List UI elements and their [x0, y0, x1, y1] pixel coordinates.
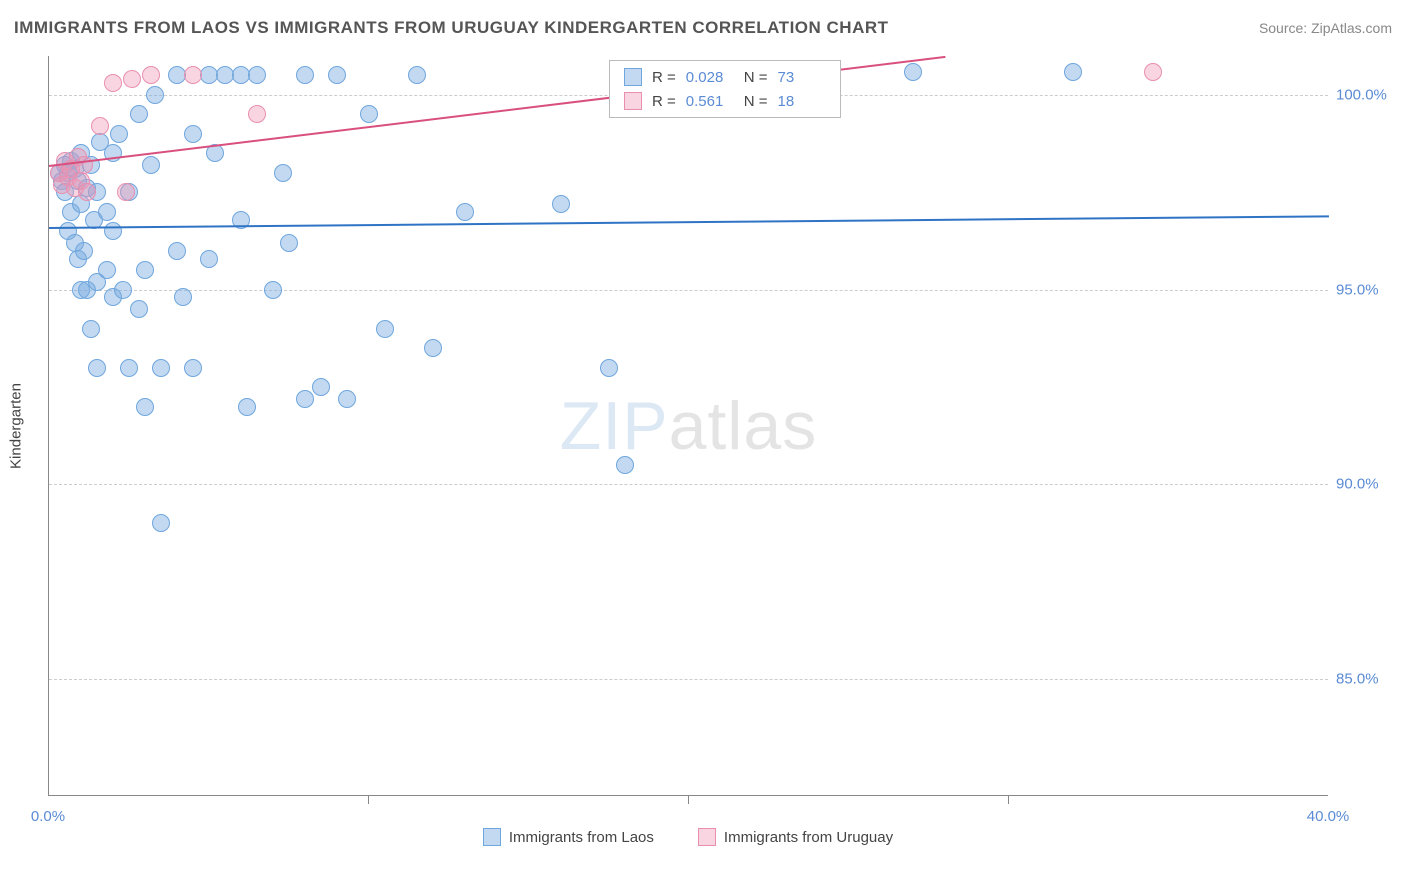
data-point-uruguay [78, 183, 96, 201]
data-point-laos [75, 242, 93, 260]
data-point-laos [338, 390, 356, 408]
watermark: ZIPatlas [560, 387, 817, 465]
plot-wrap: Kindergarten ZIPatlas R = 0.028N = 73R =… [48, 56, 1368, 796]
data-point-laos [456, 203, 474, 221]
n-label: N = [744, 69, 768, 86]
data-point-laos [130, 300, 148, 318]
r-label: R = [652, 69, 676, 86]
r-value: 0.561 [686, 93, 734, 110]
y-axis-label: Kindergarten [8, 383, 25, 469]
data-point-laos [114, 281, 132, 299]
n-label: N = [744, 93, 768, 110]
swatch-uruguay [698, 828, 716, 846]
data-point-uruguay [104, 74, 122, 92]
data-point-laos [136, 398, 154, 416]
data-point-laos [152, 359, 170, 377]
data-point-laos [312, 378, 330, 396]
data-point-uruguay [248, 105, 266, 123]
x-tick-label: 40.0% [1307, 808, 1350, 825]
y-tick-label: 85.0% [1336, 671, 1379, 688]
x-tick-mark [688, 796, 689, 804]
data-point-uruguay [117, 183, 135, 201]
y-tick-label: 90.0% [1336, 476, 1379, 493]
data-point-laos [408, 66, 426, 84]
watermark-atlas: atlas [669, 388, 818, 464]
data-point-laos [82, 320, 100, 338]
data-point-laos [1064, 63, 1082, 81]
gridline-h [49, 679, 1328, 680]
data-point-laos [600, 359, 618, 377]
y-tick-label: 100.0% [1336, 86, 1387, 103]
chart-title: IMMIGRANTS FROM LAOS VS IMMIGRANTS FROM … [14, 18, 889, 38]
data-point-laos [274, 164, 292, 182]
data-point-laos [104, 222, 122, 240]
data-point-uruguay [142, 66, 160, 84]
data-point-laos [136, 261, 154, 279]
swatch-uruguay [624, 92, 642, 110]
data-point-laos [152, 514, 170, 532]
data-point-laos [296, 66, 314, 84]
plot-area: ZIPatlas R = 0.028 N = 73 R = 0.561 N = 18 [48, 56, 1328, 796]
gridline-h [49, 484, 1328, 485]
data-point-laos [238, 398, 256, 416]
stats-legend-row-laos: R = 0.028 N = 73 [610, 65, 840, 89]
legend-label: Immigrants from Uruguay [724, 829, 893, 846]
data-point-laos [264, 281, 282, 299]
data-point-uruguay [91, 117, 109, 135]
gridline-h [49, 290, 1328, 291]
watermark-zip: ZIP [560, 388, 669, 464]
data-point-uruguay [75, 156, 93, 174]
y-tick-label: 95.0% [1336, 281, 1379, 298]
data-point-laos [168, 242, 186, 260]
source-name: ZipAtlas.com [1311, 20, 1392, 36]
data-point-laos [376, 320, 394, 338]
data-point-laos [110, 125, 128, 143]
data-point-laos [296, 390, 314, 408]
data-point-laos [616, 456, 634, 474]
legend-label: Immigrants from Laos [509, 829, 654, 846]
data-point-laos [360, 105, 378, 123]
data-point-laos [200, 250, 218, 268]
data-point-laos [146, 86, 164, 104]
x-tick-mark [368, 796, 369, 804]
x-tick-mark [1008, 796, 1009, 804]
source-label: Source: [1259, 20, 1311, 36]
data-point-uruguay [123, 70, 141, 88]
swatch-laos [483, 828, 501, 846]
n-value: 18 [778, 93, 826, 110]
data-point-laos [98, 261, 116, 279]
data-point-laos [328, 66, 346, 84]
stats-legend-row-uruguay: R = 0.561 N = 18 [610, 89, 840, 113]
data-point-laos [280, 234, 298, 252]
data-point-laos [184, 359, 202, 377]
bottom-legend: Immigrants from Laos Immigrants from Urug… [48, 828, 1328, 846]
r-label: R = [652, 93, 676, 110]
legend-item-laos: Immigrants from Laos [483, 828, 654, 846]
data-point-laos [88, 359, 106, 377]
data-point-laos [424, 339, 442, 357]
data-point-laos [98, 203, 116, 221]
data-point-uruguay [184, 66, 202, 84]
r-value: 0.028 [686, 69, 734, 86]
data-point-uruguay [1144, 63, 1162, 81]
data-point-laos [904, 63, 922, 81]
data-point-laos [184, 125, 202, 143]
data-point-laos [130, 105, 148, 123]
stats-legend: R = 0.028 N = 73 R = 0.561 N = 18 [609, 60, 841, 118]
data-point-laos [174, 288, 192, 306]
x-tick-label: 0.0% [31, 808, 65, 825]
n-value: 73 [778, 69, 826, 86]
data-point-laos [248, 66, 266, 84]
swatch-laos [624, 68, 642, 86]
source: Source: ZipAtlas.com [1259, 20, 1392, 38]
data-point-laos [552, 195, 570, 213]
data-point-laos [142, 156, 160, 174]
legend-item-uruguay: Immigrants from Uruguay [698, 828, 893, 846]
data-point-laos [120, 359, 138, 377]
